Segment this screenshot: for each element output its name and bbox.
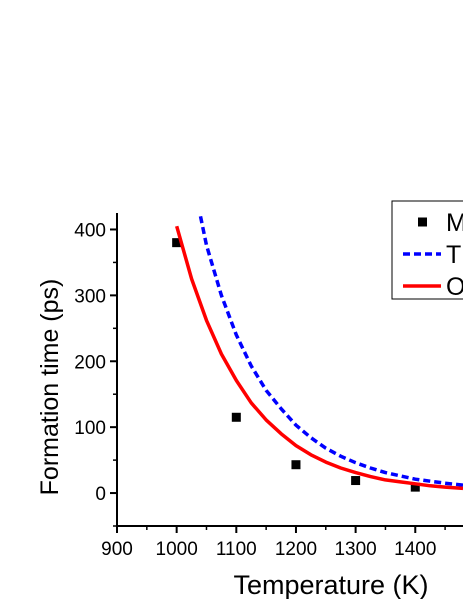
legend: MTO bbox=[391, 200, 463, 301]
x-tick-label: 1300 bbox=[334, 539, 376, 560]
x-tick-label: 1100 bbox=[216, 539, 257, 560]
legend-box bbox=[391, 200, 463, 300]
series-layer bbox=[172, 215, 463, 492]
legend-label: O bbox=[446, 273, 463, 301]
x-tick-label: 1200 bbox=[275, 539, 317, 560]
legend-label: T bbox=[446, 241, 461, 269]
y-axis-label: Formation time (ps) bbox=[36, 279, 64, 496]
data-point bbox=[291, 460, 301, 470]
data-point bbox=[410, 482, 420, 492]
x-axis-label: Temperature (K) bbox=[233, 570, 428, 599]
y-tick-label: 0 bbox=[95, 484, 106, 505]
series-line-O bbox=[175, 225, 463, 491]
x-tick-label: 1000 bbox=[156, 539, 198, 560]
axes bbox=[116, 213, 463, 527]
y-tick-label: 100 bbox=[74, 418, 106, 439]
x-ticks: 900 1000 1100 1200 1300 1400 bbox=[101, 526, 446, 560]
legend-label: M bbox=[446, 209, 463, 237]
y-tick-label: 200 bbox=[74, 352, 106, 373]
series-line-T bbox=[198, 215, 463, 487]
legend-marker-square bbox=[418, 217, 427, 227]
x-tick-label: 1400 bbox=[394, 539, 436, 560]
y-tick-label: 300 bbox=[74, 286, 106, 307]
data-point bbox=[351, 476, 361, 486]
x-tick-label: 900 bbox=[101, 539, 133, 560]
y-ticks: 0 100 200 300 400 bbox=[74, 220, 117, 527]
data-point bbox=[172, 238, 182, 248]
y-tick-label: 400 bbox=[74, 220, 106, 241]
data-point bbox=[231, 412, 241, 422]
